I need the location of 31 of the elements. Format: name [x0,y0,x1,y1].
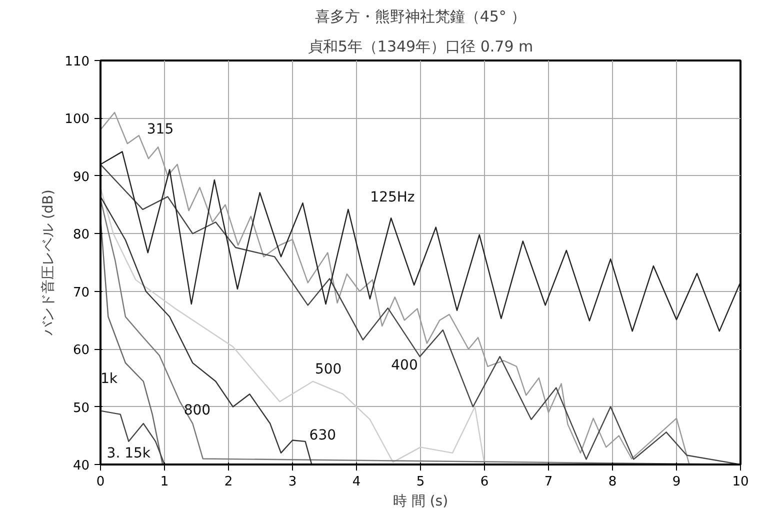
chart-subtitle: 貞和5年（1349年）口径 0.79 m [308,38,534,56]
y-tick-label: 100 [64,112,90,128]
x-tick-label: 4 [352,474,361,490]
x-tick-label: 2 [224,474,233,490]
annotation: 1k [100,370,118,387]
x-tick-label: 10 [732,474,749,490]
x-axis-title: 時 間 (s) [392,494,448,510]
annotation: 125Hz [370,189,415,206]
y-tick-label: 40 [72,458,90,474]
annotation: 630 [309,427,336,444]
y-tick-label: 60 [72,343,90,358]
y-axis-title: バンド音圧レベル (dB) [40,190,57,336]
x-tick-label: 8 [608,474,617,490]
annotation: 400 [391,358,418,374]
annotation: 3. 15k [106,445,152,462]
x-tick-label: 0 [96,474,105,490]
annotation: 500 [314,361,342,378]
y-tick-label: 110 [64,54,90,70]
annotation: 800 [184,402,211,419]
x-tick-label: 1 [160,474,169,490]
annotation: 315 [146,122,174,138]
chart-title: 喜多方・熊野神社梵鐘（45° ） [314,8,526,26]
x-tick-label: 6 [480,474,489,490]
x-tick-label: 9 [672,474,681,490]
y-tick-label: 90 [72,170,90,185]
y-tick-label: 70 [72,285,90,300]
x-tick-label: 5 [416,474,425,490]
x-tick-label: 3 [288,474,297,490]
x-tick-label: 7 [544,474,553,490]
y-tick-label: 80 [72,228,90,243]
y-tick-label: 50 [72,400,90,416]
